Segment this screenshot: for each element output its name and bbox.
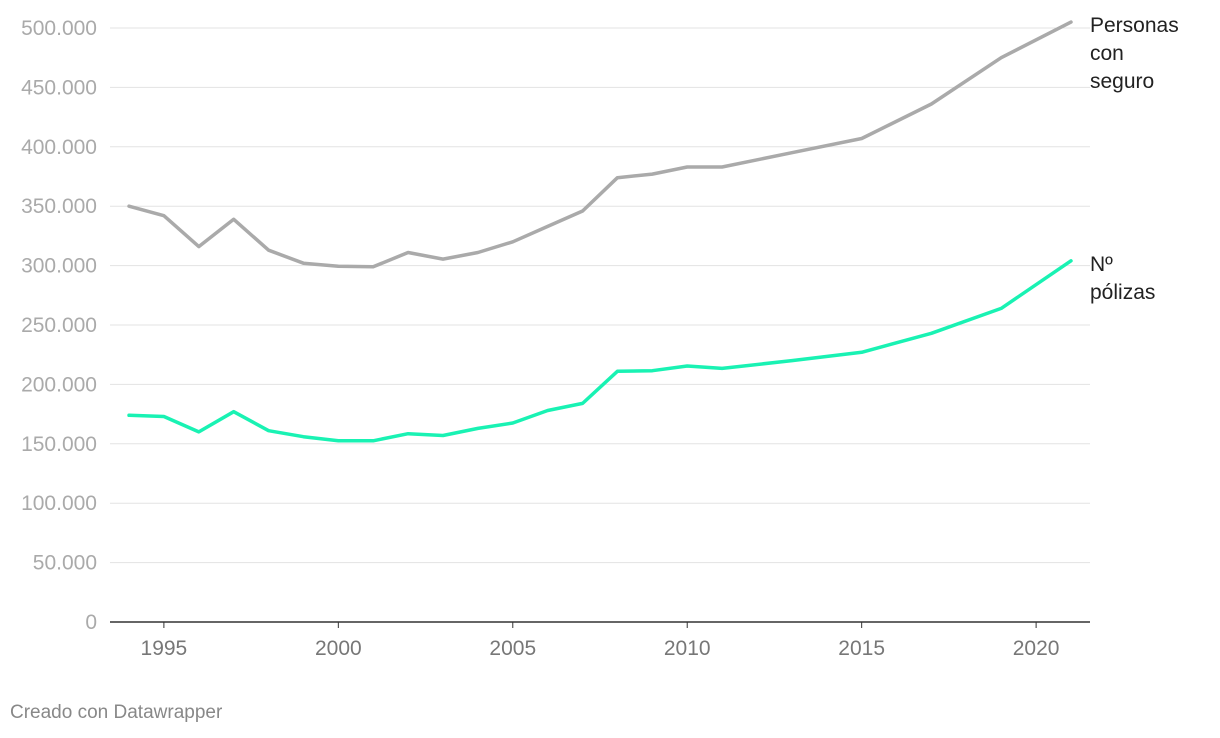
line-chart: 0 50.000 100.000 150.000 200.000 250.000 300.0… [21, 14, 1179, 660]
series-label-line: Personas [1090, 14, 1179, 37]
y-tick-label: 50.000 [33, 552, 97, 575]
series-label-polizas: Nº pólizas [1090, 253, 1155, 304]
y-tick-label: 300.000 [21, 255, 97, 278]
credit-footer: Creado con Datawrapper [10, 702, 223, 723]
y-tick-label: 200.000 [21, 373, 97, 396]
x-tick-label: 1995 [141, 637, 188, 660]
y-tick-label: 0 [85, 611, 97, 634]
series-line-polizas [127, 259, 1073, 443]
x-tick-label: 2005 [489, 637, 536, 660]
series-line-personas [127, 20, 1073, 269]
y-tick-label: 250.000 [21, 314, 97, 337]
y-tick-label: 450.000 [21, 76, 97, 99]
x-axis-ticks: 1995 2000 2005 2010 2015 2020 [141, 622, 1060, 660]
series-labels: Personas con seguro Nº pólizas [1090, 14, 1179, 304]
y-tick-label: 400.000 [21, 136, 97, 159]
y-tick-label: 150.000 [21, 433, 97, 456]
series-label-line: con [1090, 42, 1124, 65]
gridlines [110, 27, 1090, 623]
x-tick-label: 2015 [838, 637, 885, 660]
y-tick-label: 100.000 [21, 492, 97, 515]
y-tick-label: 500.000 [21, 17, 97, 40]
series-label-personas: Personas con seguro [1090, 14, 1179, 93]
y-tick-label: 350.000 [21, 195, 97, 218]
series-label-line: seguro [1090, 70, 1154, 93]
x-tick-label: 2010 [664, 637, 711, 660]
series-lines [127, 20, 1073, 443]
series-label-line: Nº [1090, 253, 1113, 276]
x-tick-label: 2000 [315, 637, 362, 660]
x-tick-label: 2020 [1013, 637, 1060, 660]
series-label-line: pólizas [1090, 281, 1155, 304]
y-axis-ticks: 0 50.000 100.000 150.000 200.000 250.000 300.0… [21, 17, 97, 634]
